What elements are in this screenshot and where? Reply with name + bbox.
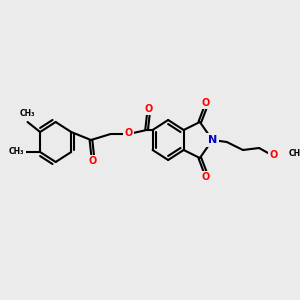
Text: O: O xyxy=(201,98,209,108)
Text: O: O xyxy=(88,156,97,166)
Text: O: O xyxy=(144,104,152,114)
Text: CH₃: CH₃ xyxy=(288,149,300,158)
Text: O: O xyxy=(269,150,278,160)
Text: O: O xyxy=(201,172,209,182)
Text: CH₃: CH₃ xyxy=(20,110,35,118)
Text: CH₃: CH₃ xyxy=(9,148,25,157)
Text: O: O xyxy=(124,128,133,138)
Text: N: N xyxy=(208,135,217,145)
